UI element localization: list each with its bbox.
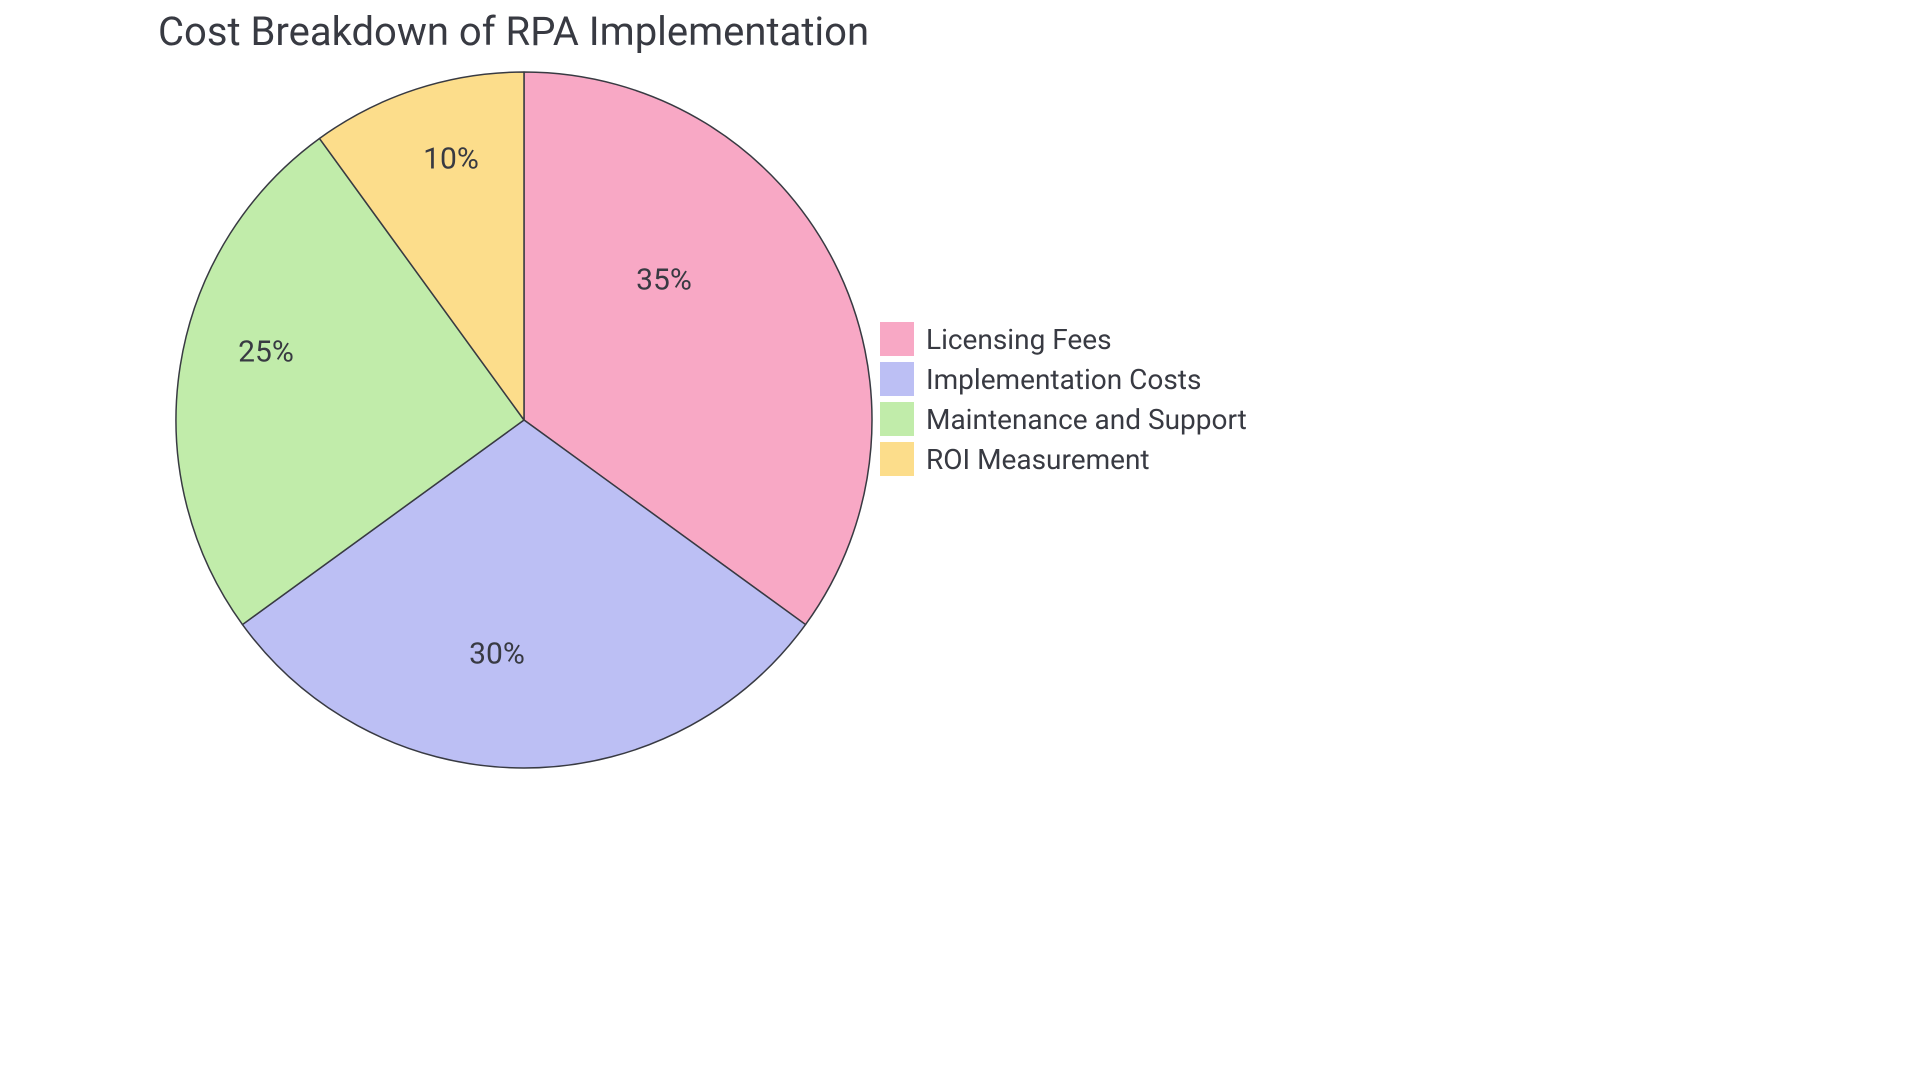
- pie-slice-label: 25%: [238, 335, 294, 370]
- legend-swatch: [880, 322, 914, 356]
- legend: Licensing Fees Implementation Costs Mainte…: [880, 322, 1247, 482]
- legend-label: Maintenance and Support: [926, 403, 1247, 436]
- pie-slice-label: 10%: [423, 142, 479, 177]
- legend-item[interactable]: Implementation Costs: [880, 362, 1247, 396]
- legend-label: Licensing Fees: [926, 323, 1112, 356]
- legend-label: Implementation Costs: [926, 363, 1201, 396]
- pie-slice-label: 35%: [636, 263, 692, 298]
- legend-swatch: [880, 402, 914, 436]
- legend-item[interactable]: Maintenance and Support: [880, 402, 1247, 436]
- legend-label: ROI Measurement: [926, 443, 1150, 476]
- legend-swatch: [880, 362, 914, 396]
- legend-swatch: [880, 442, 914, 476]
- legend-item[interactable]: ROI Measurement: [880, 442, 1247, 476]
- chart-container: Cost Breakdown of RPA Implementation Lic…: [0, 0, 1920, 1083]
- legend-item[interactable]: Licensing Fees: [880, 322, 1247, 356]
- chart-title: Cost Breakdown of RPA Implementation: [158, 8, 869, 55]
- pie-slice-label: 30%: [469, 637, 525, 672]
